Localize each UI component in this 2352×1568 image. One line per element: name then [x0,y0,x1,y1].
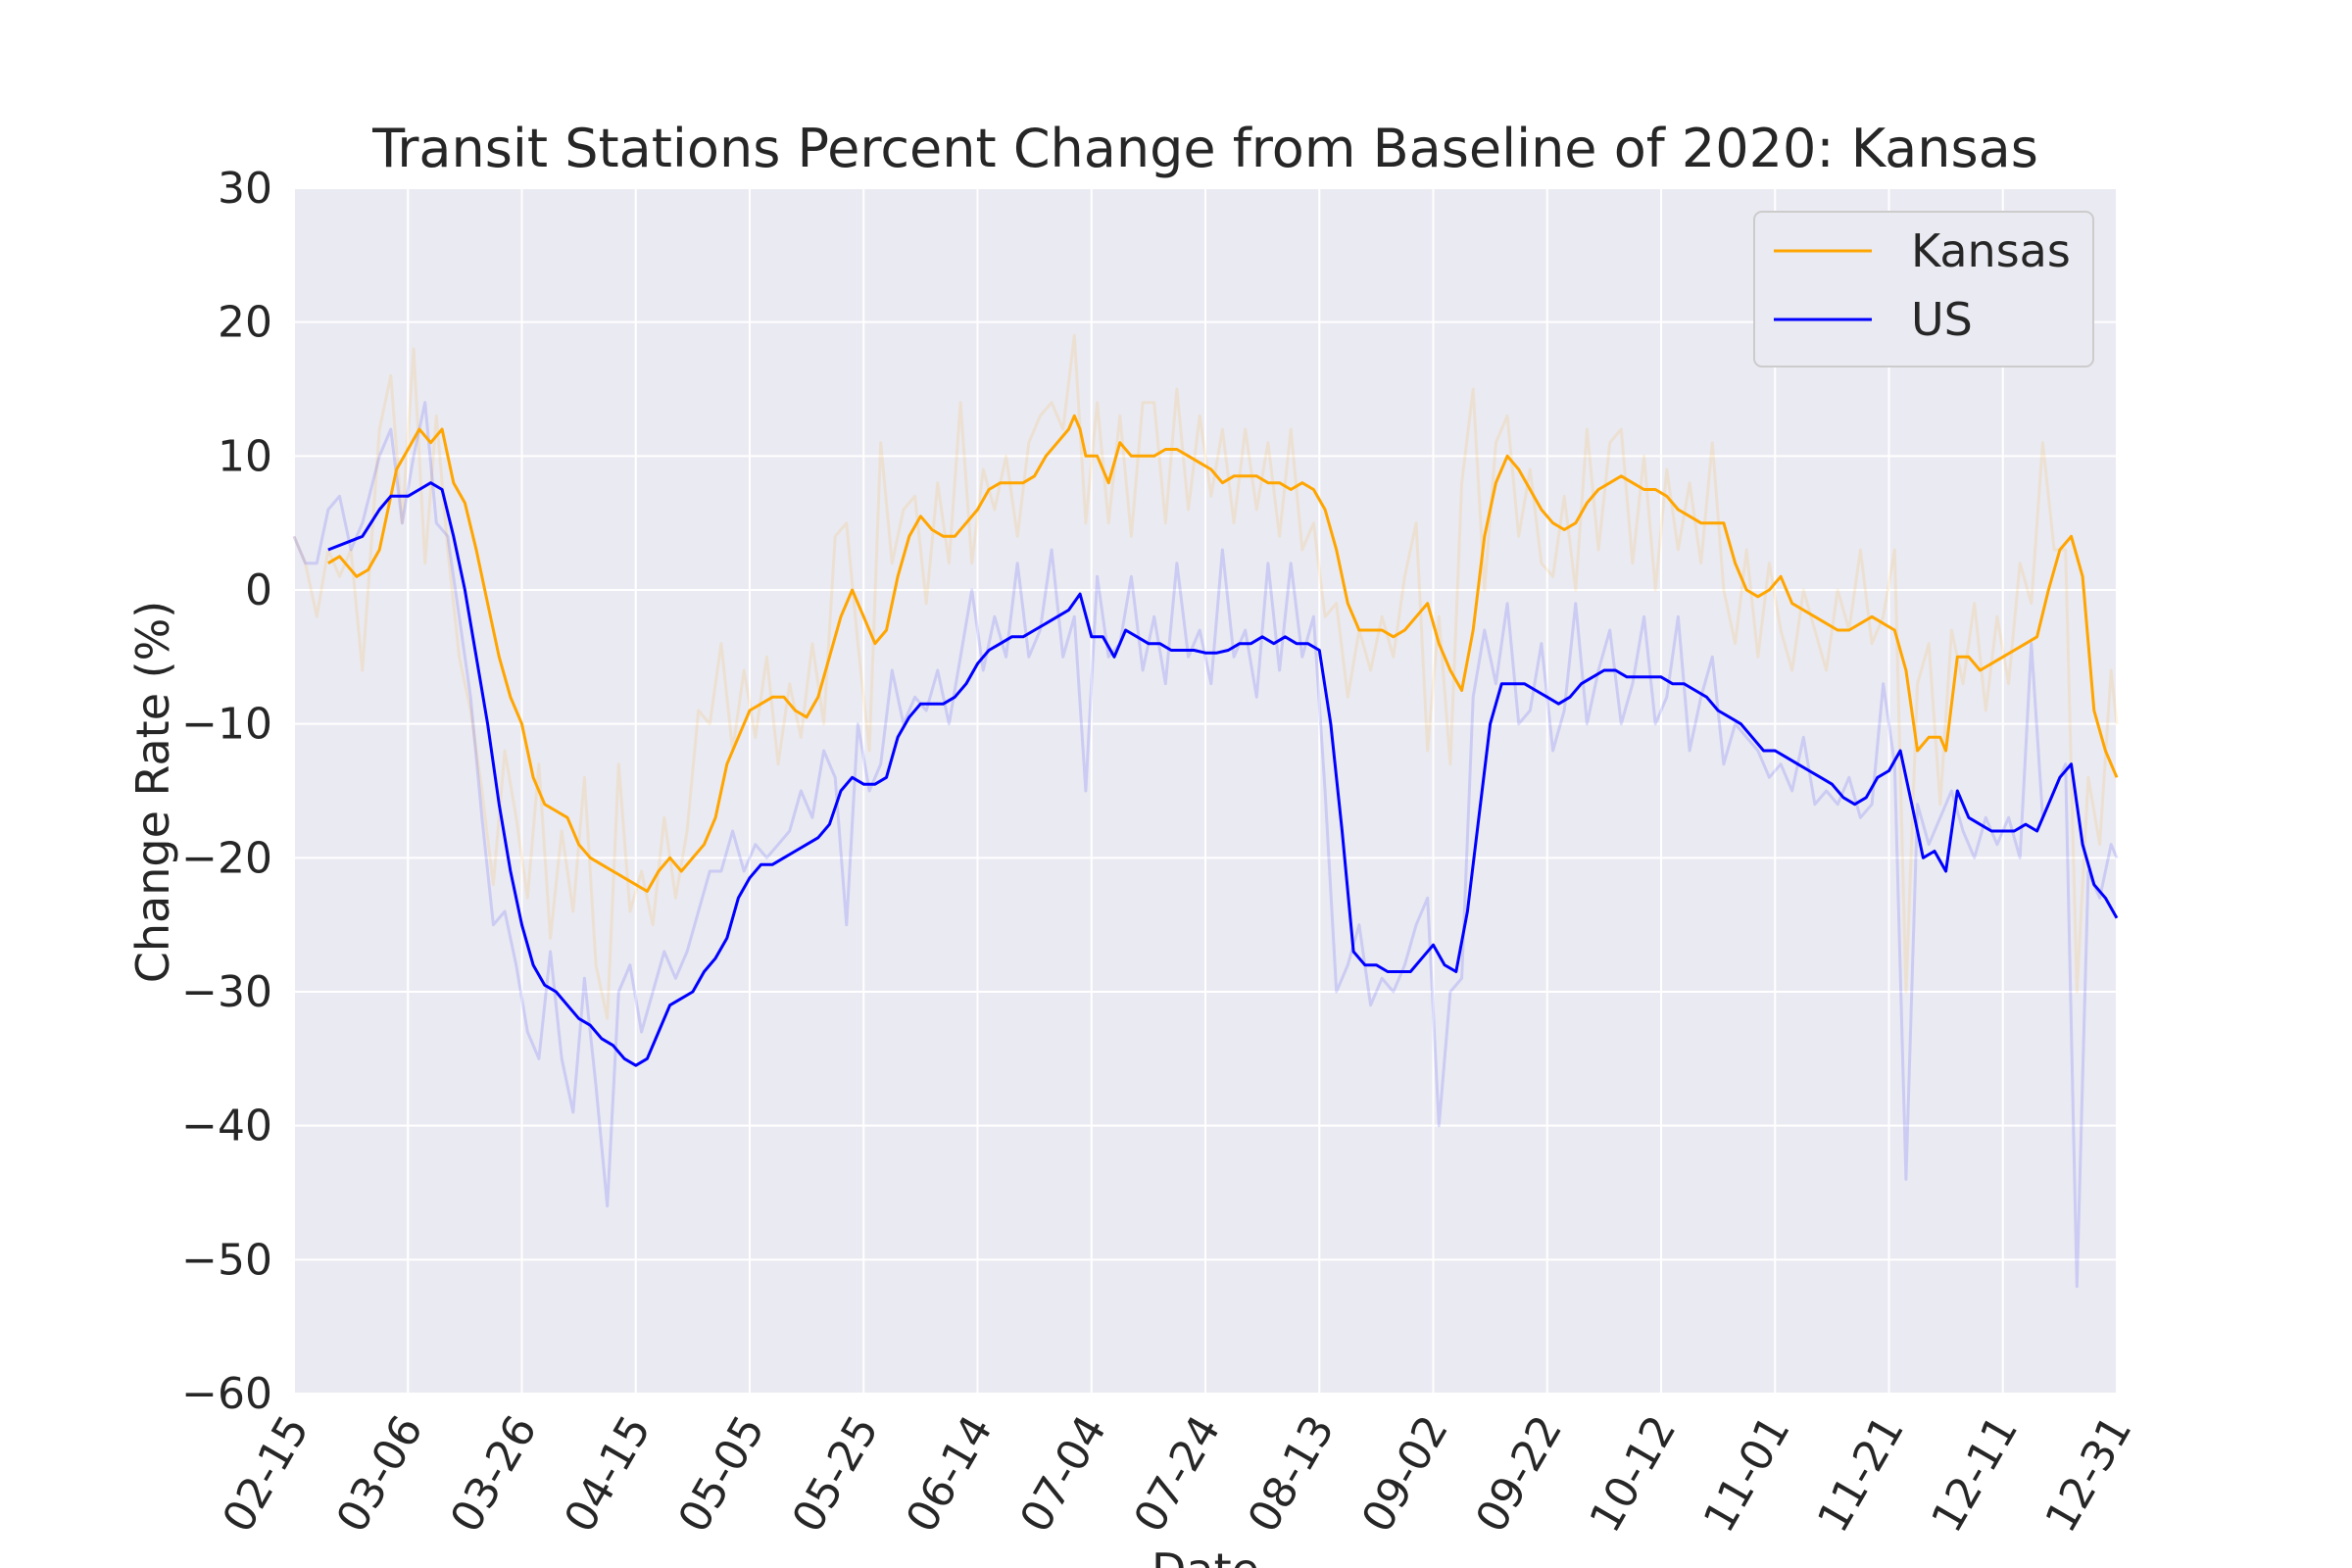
series-line-us [327,481,2119,1067]
series-line-kansas [327,414,2119,893]
y-tick-label: −40 [181,1102,272,1152]
series-daily-us [292,401,2119,1289]
series-daily-kansas [292,333,2119,1020]
y-tick-label: −10 [181,700,272,750]
y-tick-labels: 30 20 10 0 −10 −20 −30 −40 −50 −60 [181,164,272,1419]
grid [293,187,2118,1395]
y-tick-label: −30 [181,967,272,1017]
y-tick-label: −20 [181,833,272,883]
y-tick-label: 20 [218,298,272,348]
x-axis-label: Date [1152,1544,1259,1568]
y-tick-label: −60 [181,1369,272,1419]
legend-label-kansas: Kansas [1911,224,2071,277]
y-tick-label: 0 [245,565,272,615]
daily-series-group [292,333,2119,1289]
legend: Kansas US [1753,211,2094,368]
smoothed-series-group [327,414,2119,1067]
y-tick-label: 30 [218,164,272,214]
chart-title: Transit Stations Percent Change from Bas… [371,118,2038,179]
y-axis-label: Change Rate (%) [126,601,179,983]
y-tick-label: 10 [218,431,272,481]
y-tick-label: −50 [181,1235,272,1285]
legend-label-us: US [1911,293,1973,346]
